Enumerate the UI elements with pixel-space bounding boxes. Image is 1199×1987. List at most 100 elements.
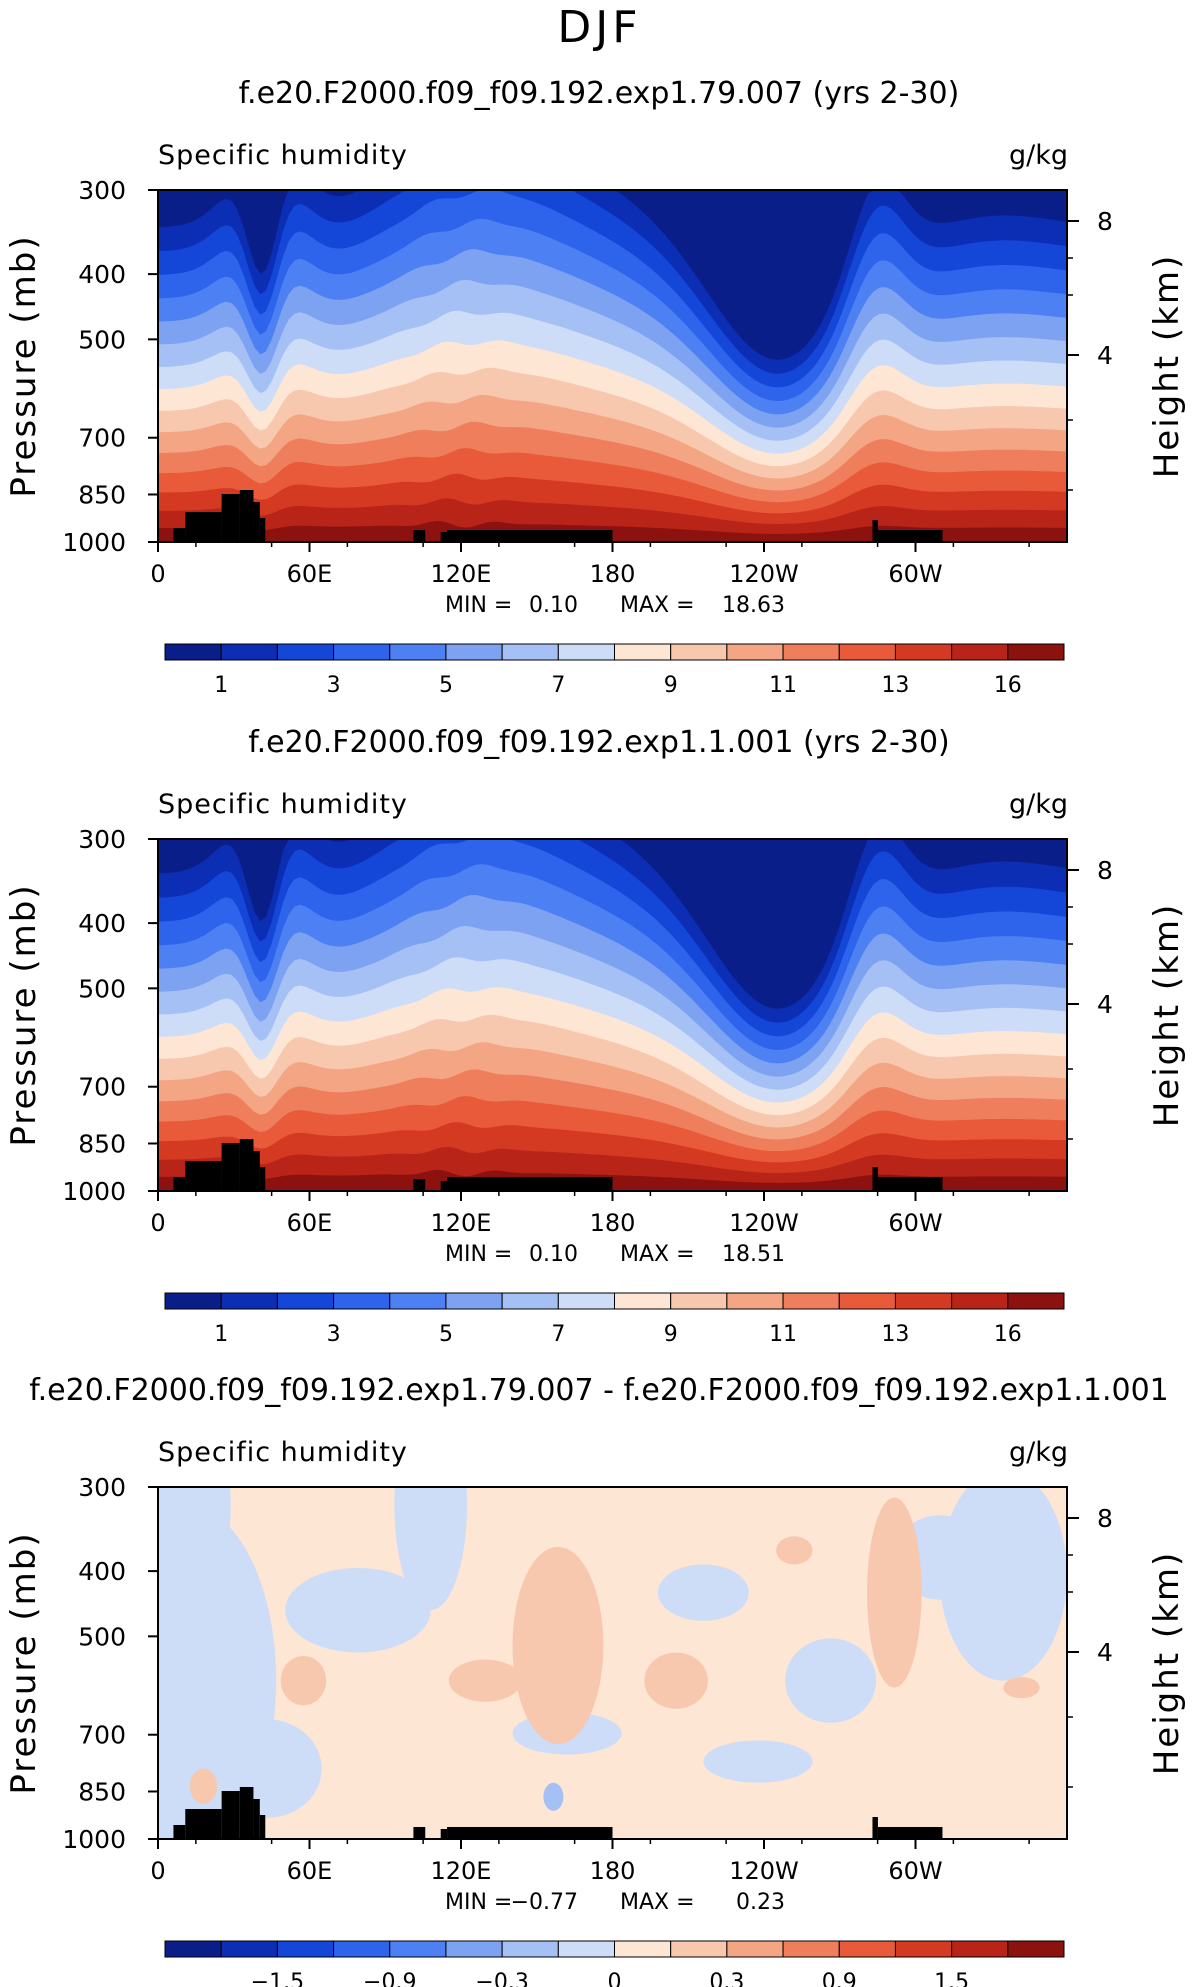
colorbar-box	[726, 1940, 784, 1958]
colorbar-box	[557, 1940, 615, 1958]
land-mask	[221, 1143, 240, 1191]
y-tick-label: 850	[78, 1129, 126, 1158]
x-tick-label: 60E	[287, 560, 333, 588]
panel-title: f.e20.F2000.f09_f09.192.exp1.1.001 (yrs …	[248, 725, 950, 760]
right-string: g/kg	[1009, 789, 1068, 820]
land-mask	[872, 1167, 878, 1191]
x-tick-label: 60W	[888, 1857, 942, 1885]
max-value: 18.63	[722, 593, 785, 618]
colorbar-box	[501, 643, 559, 661]
colorbar-label: 1	[214, 1322, 228, 1347]
x-tick-label: 0	[150, 1209, 165, 1237]
colorbar-box	[614, 1940, 672, 1958]
land-mask	[440, 1829, 448, 1839]
colorbar-box	[614, 1292, 672, 1310]
colorbar-box	[951, 643, 1009, 661]
left-string: Specific humidity	[158, 140, 408, 171]
x-tick-label: 120W	[729, 560, 799, 588]
colorbar-box	[445, 1292, 503, 1310]
colorbar-label: −0.3	[475, 1970, 528, 1987]
land-mask	[447, 530, 613, 542]
min-label: MIN =	[445, 1890, 512, 1915]
y-axis-label: Pressure (mb)	[4, 883, 44, 1146]
x-tick-label: 180	[590, 1209, 636, 1237]
height-tick-label: 8	[1097, 856, 1113, 885]
y-tick-label: 700	[78, 1073, 126, 1102]
y-tick-label: 400	[78, 1557, 126, 1586]
colorbar-box	[557, 1292, 615, 1310]
colorbar-box	[894, 1940, 953, 1958]
land-mask	[253, 1151, 260, 1191]
colorbar-box	[501, 1292, 559, 1310]
colorbar-label: 13	[881, 1322, 909, 1347]
x-tick-label: 0	[150, 1857, 165, 1885]
colorbar-label: 13	[881, 673, 909, 698]
max-label: MAX =	[620, 1242, 695, 1267]
min-value: 0.10	[529, 1242, 578, 1267]
colorbar-box	[276, 1292, 335, 1310]
colorbar-box	[333, 643, 391, 661]
y-tick-label: 300	[78, 825, 126, 854]
x-tick-label: 180	[590, 1857, 636, 1885]
colorbar-box	[670, 1940, 728, 1958]
land-mask	[239, 490, 254, 542]
positive-anomaly	[776, 1536, 813, 1565]
land-mask	[185, 512, 198, 542]
positive-anomaly	[1003, 1677, 1040, 1699]
max-label: MAX =	[620, 1890, 695, 1915]
land-mask	[221, 1791, 240, 1839]
colorbar-box	[1007, 1940, 1065, 1958]
x-tick-label: 120E	[431, 1209, 492, 1237]
land-mask	[872, 520, 878, 542]
land-mask	[877, 530, 943, 542]
land-mask	[259, 518, 266, 542]
negative-anomaly	[394, 1487, 468, 1611]
colorbar-box	[726, 643, 784, 661]
colorbar-label: −1.5	[251, 1970, 304, 1987]
positive-anomaly	[512, 1546, 604, 1744]
y-axis-label: Pressure (mb)	[4, 1531, 44, 1794]
y-tick-label: 850	[78, 480, 126, 509]
colorbar-box	[220, 643, 278, 661]
colorbar-box	[838, 1292, 896, 1310]
positive-anomaly	[189, 1768, 218, 1804]
right-string: g/kg	[1009, 1437, 1068, 1468]
y-axis-label: Pressure (mb)	[4, 234, 44, 497]
panel-2: f.e20.F2000.f09_f09.192.exp1.1.001 (yrs …	[4, 725, 1187, 1347]
colorbar-box	[726, 1292, 784, 1310]
land-mask	[877, 1827, 943, 1839]
y-tick-label: 850	[78, 1777, 126, 1806]
y-tick-label: 400	[78, 260, 126, 289]
colorbar-label: 16	[994, 1322, 1022, 1347]
y-tick-label: 500	[78, 1622, 126, 1651]
land-mask	[173, 1177, 186, 1191]
land-mask	[259, 1167, 266, 1191]
x-tick-label: 0	[150, 560, 165, 588]
right-axis-label: Height (km)	[1147, 254, 1187, 479]
max-label: MAX =	[620, 593, 695, 618]
colorbar-box	[164, 1292, 222, 1310]
panel-1: f.e20.F2000.f09_f09.192.exp1.79.007 (yrs…	[4, 76, 1187, 698]
colorbar-box	[670, 643, 728, 661]
colorbar-label: 9	[664, 673, 678, 698]
negative-anomaly	[543, 1782, 564, 1811]
colorbar-box	[557, 643, 615, 661]
y-tick-label: 1000	[62, 1177, 126, 1206]
height-tick-label: 4	[1097, 341, 1113, 370]
colorbar-box	[389, 1940, 447, 1958]
land-mask	[447, 1827, 613, 1839]
right-axis-label: Height (km)	[1147, 1551, 1187, 1776]
colorbar-box	[782, 1940, 840, 1958]
land-mask	[259, 1815, 266, 1839]
colorbar-label: 1.5	[934, 1970, 969, 1987]
colorbar-label: 3	[327, 673, 341, 698]
land-mask	[239, 1787, 254, 1839]
min-label: MIN =	[445, 1242, 512, 1267]
panel-3: f.e20.F2000.f09_f09.192.exp1.79.007 - f.…	[4, 1373, 1187, 1987]
colorbar-box	[838, 643, 896, 661]
land-mask	[440, 1181, 448, 1191]
land-mask	[221, 494, 240, 542]
colorbar-box	[782, 643, 840, 661]
colorbar-box	[220, 1940, 278, 1958]
colorbar-label: 0.9	[822, 1970, 857, 1987]
